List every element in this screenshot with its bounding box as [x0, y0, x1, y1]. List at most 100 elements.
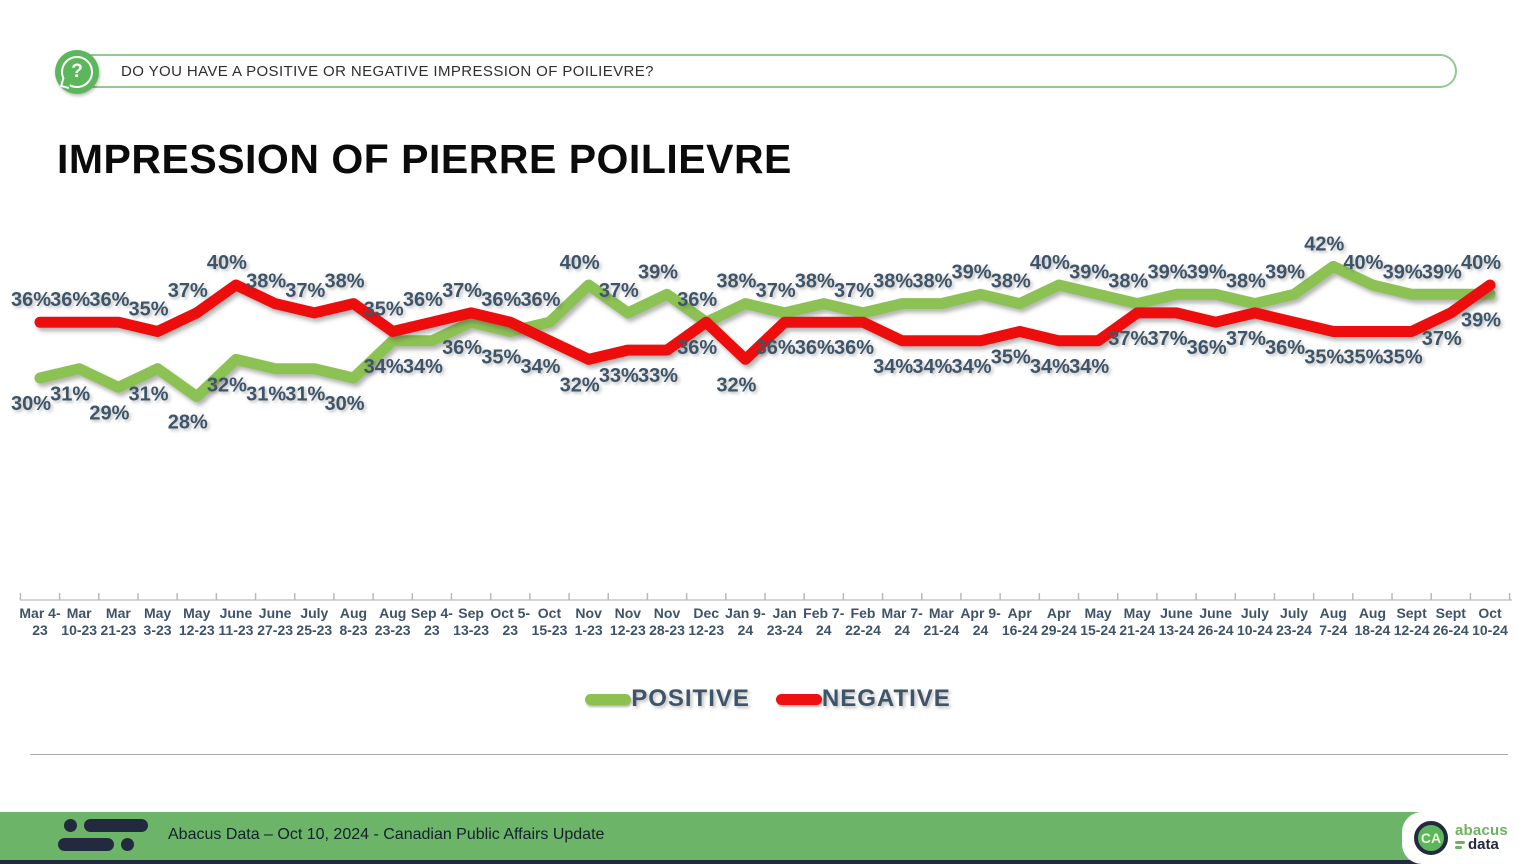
series-lines — [34, 260, 1496, 403]
data-label: 31% — [246, 384, 286, 406]
data-label: 39% — [952, 261, 992, 283]
data-label: 34% — [1030, 356, 1070, 378]
positive-line-swatch — [585, 693, 632, 705]
data-label: 40% — [207, 252, 247, 274]
data-label: 39% — [1422, 261, 1462, 283]
ca-badge-icon: CA — [1414, 821, 1448, 855]
x-tick-label: May 21-24 — [1119, 605, 1155, 638]
x-tick-label: July 10-24 — [1237, 605, 1273, 638]
x-tick-label: Feb 7-24 — [803, 605, 845, 638]
data-label: 36% — [11, 289, 51, 311]
abacus-data-wordmark: abacus data — [1455, 823, 1508, 852]
data-label: 37% — [168, 280, 208, 302]
data-label: 35% — [1383, 347, 1423, 369]
data-label: 39% — [1147, 261, 1187, 283]
footer-divider — [30, 754, 1508, 755]
data-label: 36% — [1265, 337, 1305, 359]
data-label: 34% — [403, 356, 443, 378]
x-tick-label: Apr 29-24 — [1041, 605, 1077, 638]
footer-text: Abacus Data – Oct 10, 2024 - Canadian Pu… — [168, 826, 605, 843]
data-label: 36% — [403, 289, 443, 311]
data-label: 32% — [207, 374, 247, 396]
x-tick-label: Aug 8-23 — [339, 605, 367, 638]
data-label: 39% — [1187, 261, 1227, 283]
x-tick-label: Nov 1-23 — [575, 605, 603, 638]
data-label: 29% — [89, 402, 129, 424]
data-label: 31% — [50, 384, 90, 406]
data-label: 40% — [560, 252, 600, 274]
data-label: 34% — [952, 356, 992, 378]
data-label: 30% — [11, 393, 51, 415]
data-label: 28% — [168, 412, 208, 434]
x-tick-label: Aug 7-24 — [1319, 605, 1347, 638]
footer-bottom-strip — [0, 860, 1536, 864]
mini-logo-icon — [1455, 841, 1465, 849]
negative-line — [34, 279, 1496, 365]
data-label: 34% — [1069, 356, 1109, 378]
data-label: 38% — [716, 271, 756, 293]
data-label: 36% — [89, 289, 129, 311]
data-label: 38% — [795, 271, 835, 293]
data-label: 37% — [1108, 328, 1148, 350]
data-label: 35% — [991, 347, 1031, 369]
x-tick-label: Jan 23-24 — [767, 605, 803, 638]
data-label: 39% — [1069, 261, 1109, 283]
data-label: 35% — [129, 299, 169, 321]
data-label: 40% — [1461, 252, 1501, 274]
x-tick-label: Nov 12-23 — [610, 605, 646, 638]
data-label: 36% — [442, 337, 482, 359]
x-tick-label: June 27-23 — [257, 605, 293, 638]
legend-label-positive: POSITIVE — [631, 685, 750, 712]
negative-line-swatch — [775, 693, 822, 705]
data-label: 35% — [1343, 347, 1383, 369]
question-mark-glyph: ? — [61, 56, 93, 88]
legend-label-negative: NEGATIVE — [821, 685, 951, 712]
data-label: 40% — [1030, 252, 1070, 274]
x-tick-label: July 25-23 — [296, 605, 332, 638]
data-label: 39% — [1265, 261, 1305, 283]
data-label: 33% — [599, 365, 639, 387]
data-label: 32% — [716, 374, 756, 396]
positive-line — [34, 260, 1496, 403]
data-label: 38% — [246, 271, 286, 293]
data-label: 37% — [1147, 328, 1187, 350]
data-label: 36% — [756, 337, 796, 359]
data-label: 35% — [364, 299, 404, 321]
x-tick-label: Sept 12-24 — [1394, 605, 1430, 638]
x-tick-label: June 13-24 — [1159, 605, 1195, 638]
data-label: 33% — [638, 365, 678, 387]
footer-band: Abacus Data – Oct 10, 2024 - Canadian Pu… — [0, 812, 1536, 860]
data-label: 36% — [1187, 337, 1227, 359]
data-label: 34% — [520, 356, 560, 378]
x-tick-label: Apr 16-24 — [1002, 605, 1038, 638]
data-label: 36% — [795, 337, 835, 359]
data-label: 36% — [677, 337, 717, 359]
data-label: 34% — [873, 356, 913, 378]
x-tick-label: Mar 4-23 — [19, 605, 61, 638]
x-tick-label: May 3-23 — [144, 605, 172, 638]
question-mark-icon: ? — [55, 50, 99, 94]
data-labels: 36%30%36%31%36%29%35%31%37%28%40%32%38%3… — [11, 233, 1501, 433]
data-label: 31% — [285, 384, 325, 406]
x-tick-label: Sept 26-24 — [1433, 605, 1469, 638]
data-label: 36% — [50, 289, 90, 311]
data-label: 37% — [1226, 328, 1266, 350]
page-title: IMPRESSION OF PIERRE POILIEVRE — [57, 136, 792, 182]
legend-item-positive: POSITIVE — [585, 685, 750, 713]
x-tick-label: Oct 5-23 — [490, 605, 530, 638]
data-label: 42% — [1304, 233, 1344, 255]
question-text: DO YOU HAVE A POSITIVE OR NEGATIVE IMPRE… — [121, 62, 654, 80]
data-label: 30% — [324, 393, 364, 415]
x-tick-label: May 12-23 — [179, 605, 215, 638]
data-label: 36% — [520, 289, 560, 311]
x-tick-label: Jan 9-24 — [725, 605, 766, 638]
x-tick-label: Mar 21-23 — [100, 605, 136, 638]
x-tick-label: Oct 10-24 — [1472, 605, 1508, 638]
data-label: 38% — [1108, 271, 1148, 293]
data-label: 37% — [1422, 328, 1462, 350]
x-axis — [19, 593, 1512, 601]
x-tick-label: June 26-24 — [1198, 605, 1234, 638]
data-label: 38% — [873, 271, 913, 293]
x-tick-label: Aug 23-23 — [375, 605, 411, 638]
